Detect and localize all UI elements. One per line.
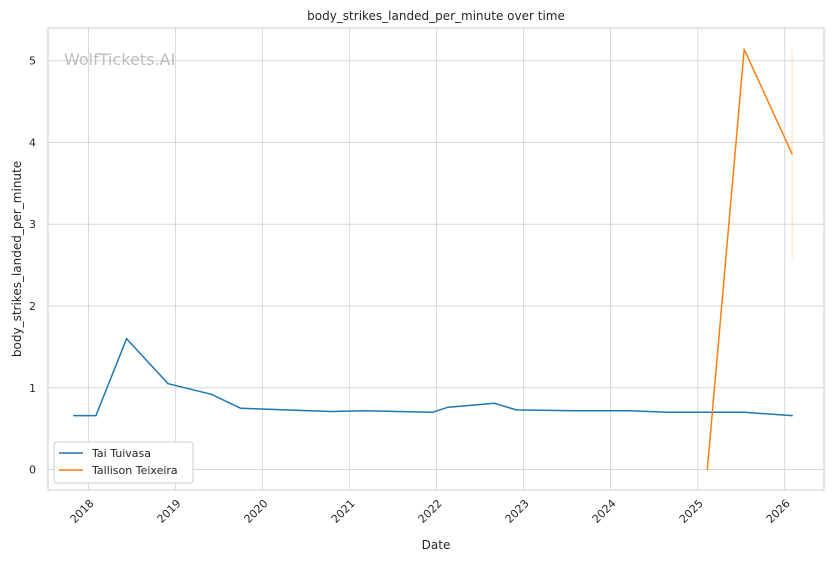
data-point-tai-tuivasa-11 bbox=[515, 409, 517, 411]
series-layer bbox=[73, 48, 793, 471]
data-point-tai-tuivasa-10 bbox=[493, 402, 496, 405]
plot-area bbox=[47, 27, 825, 491]
data-point-tai-tuivasa-9 bbox=[446, 406, 449, 409]
data-point-tai-tuivasa-5 bbox=[239, 407, 242, 410]
x-tick-label-2019: 2019 bbox=[155, 497, 184, 526]
data-point-tai-tuivasa-3 bbox=[167, 382, 169, 385]
data-point-tai-tuivasa-6 bbox=[330, 410, 332, 413]
y-axis-label: body_strikes_landed_per_minute bbox=[10, 161, 24, 357]
x-tick-label-2025: 2025 bbox=[677, 497, 706, 526]
legend-label-tai-tuivasa: Tai Tuivasa bbox=[91, 447, 151, 460]
data-point-tallison-teixeira-2 bbox=[791, 153, 793, 155]
x-tick-label-2024: 2024 bbox=[590, 497, 619, 526]
series-tai-tuivasa bbox=[73, 337, 793, 417]
x-tick-labels: 2018 2019 2020 2021 2022 2023 2024 2025 2026 bbox=[68, 497, 793, 526]
data-point-tallison-teixeira-0 bbox=[706, 468, 709, 471]
data-point-tai-tuivasa-1 bbox=[95, 414, 97, 417]
data-point-tai-tuivasa-7 bbox=[362, 409, 365, 412]
watermark: WolfTickets.AI bbox=[64, 50, 175, 69]
data-point-tai-tuivasa-2 bbox=[125, 337, 128, 340]
series-tallison-teixeira bbox=[706, 48, 793, 471]
x-tick-label-2022: 2022 bbox=[416, 497, 445, 526]
horizontal-gridlines bbox=[48, 60, 824, 471]
y-tick-label-0: 0 bbox=[29, 464, 36, 477]
x-axis-label: Date bbox=[422, 538, 451, 552]
y-tick-labels: 0 1 2 3 4 5 bbox=[29, 55, 36, 477]
chart-title: body_strikes_landed_per_minute over time bbox=[307, 9, 565, 23]
y-tick-label-3: 3 bbox=[29, 218, 36, 231]
data-point-tai-tuivasa-15 bbox=[743, 411, 745, 414]
data-point-tallison-teixeira-1 bbox=[743, 48, 745, 51]
x-tick-label-2018: 2018 bbox=[68, 497, 97, 526]
x-tick-label-2020: 2020 bbox=[242, 497, 271, 526]
x-tick-label-2026: 2026 bbox=[764, 497, 793, 526]
legend: Tai Tuivasa Tallison Teixeira bbox=[53, 441, 194, 484]
data-point-tai-tuivasa-0 bbox=[73, 414, 75, 417]
x-tick-label-2021: 2021 bbox=[329, 497, 358, 526]
data-point-tai-tuivasa-8 bbox=[431, 411, 434, 414]
legend-box bbox=[53, 441, 194, 484]
x-tick-label-2023: 2023 bbox=[503, 497, 532, 526]
data-point-tai-tuivasa-4 bbox=[210, 393, 213, 396]
data-point-tai-tuivasa-13 bbox=[627, 409, 629, 412]
y-tick-label-1: 1 bbox=[29, 382, 36, 395]
vertical-gridlines bbox=[88, 28, 786, 490]
y-tick-label-4: 4 bbox=[29, 136, 36, 149]
y-tick-label-5: 5 bbox=[29, 55, 36, 68]
y-tick-label-2: 2 bbox=[29, 300, 36, 313]
data-point-tai-tuivasa-14 bbox=[667, 411, 670, 414]
data-point-tai-tuivasa-12 bbox=[573, 409, 575, 412]
data-point-tai-tuivasa-16 bbox=[791, 414, 793, 417]
legend-label-tallison-teixeira: Tallison Teixeira bbox=[91, 464, 178, 477]
